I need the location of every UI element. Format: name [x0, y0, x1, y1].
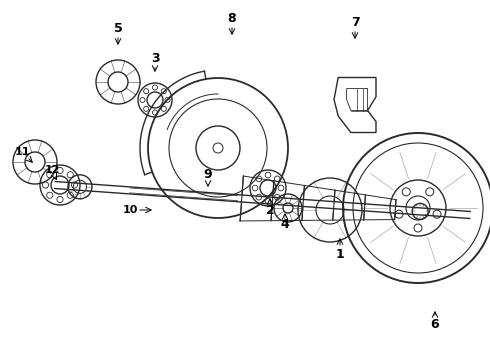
Text: 1: 1: [336, 248, 344, 261]
Text: 2: 2: [266, 203, 274, 216]
Text: 4: 4: [281, 219, 290, 231]
Text: 8: 8: [228, 12, 236, 24]
Text: 9: 9: [204, 168, 212, 181]
Text: 5: 5: [114, 22, 122, 35]
Text: 12: 12: [44, 165, 60, 175]
Text: 3: 3: [151, 51, 159, 64]
Text: 11: 11: [14, 147, 30, 157]
Text: 6: 6: [431, 319, 440, 332]
Text: 10: 10: [122, 205, 138, 215]
Text: 7: 7: [351, 15, 359, 28]
